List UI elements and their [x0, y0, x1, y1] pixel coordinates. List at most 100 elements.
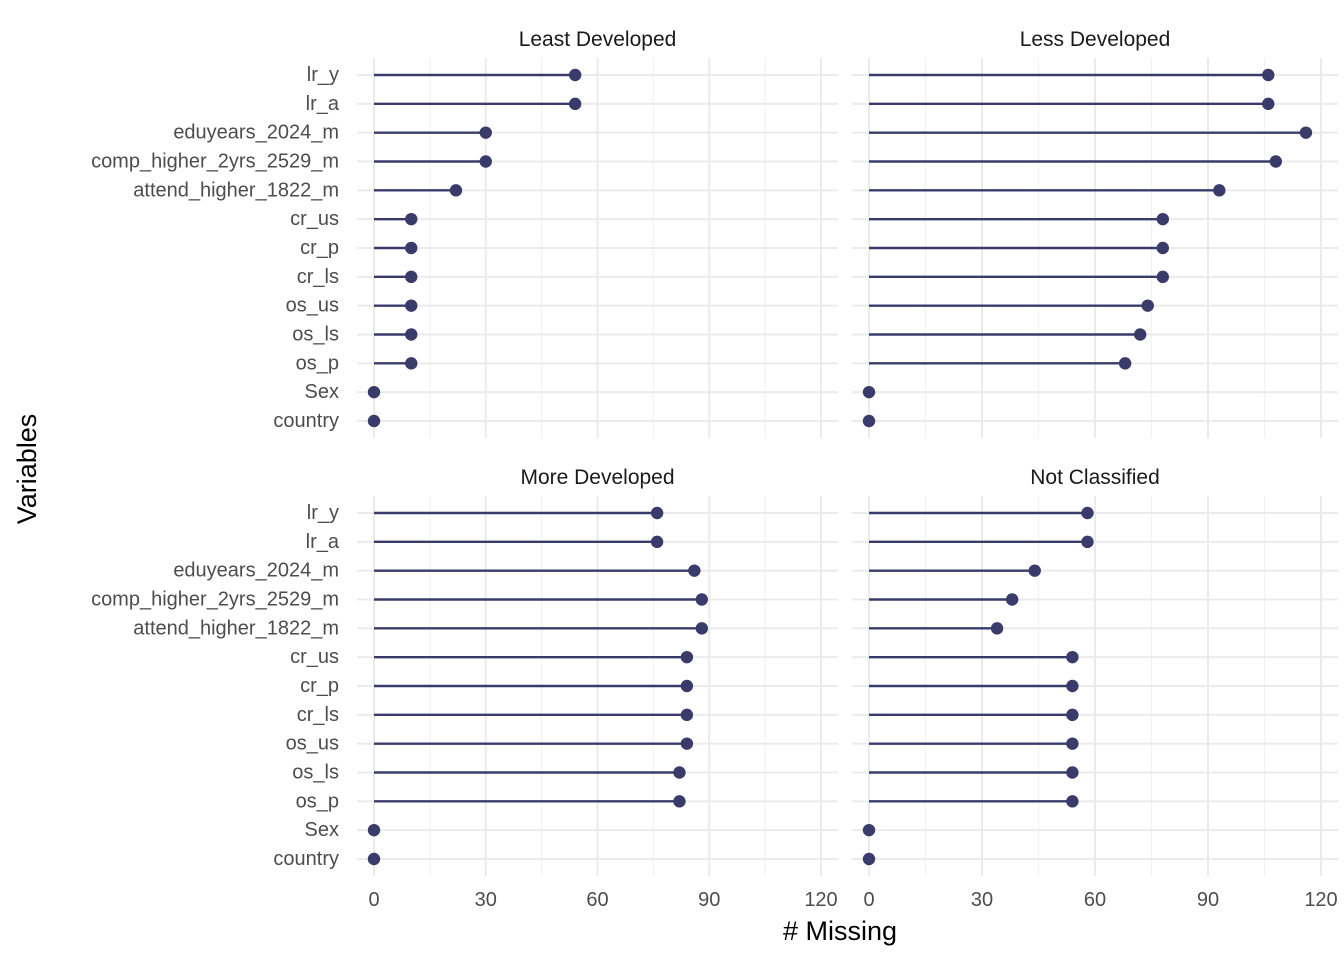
lollipop-point [405, 212, 418, 226]
lollipop-point [1118, 357, 1132, 370]
lollipop-point [405, 357, 418, 370]
lollipop-point [1028, 564, 1041, 577]
facet-not-classified: Not Classified 0 30 60 90 120 [852, 466, 1338, 911]
lollipop-point [862, 852, 876, 866]
y-tick-label: country [273, 410, 339, 432]
lollipop-point [680, 737, 694, 750]
lollipop-point [405, 328, 418, 341]
y-tick-label: attend_higher_1822_m [133, 179, 339, 201]
x-tick-label: 120 [1304, 889, 1337, 911]
lollipop-point [673, 766, 686, 779]
y-tick-label: os_us [286, 295, 339, 317]
lollipop-point [405, 241, 418, 255]
x-tick-label: 90 [1197, 889, 1219, 911]
facet-panels: Least Developedlr_ylr_aeduyears_2024_mco… [91, 28, 1338, 911]
lollipop-point [568, 97, 582, 111]
y-tick-label: os_ls [292, 324, 339, 346]
lollipop-point [862, 823, 876, 837]
lollipop-point [1134, 328, 1147, 341]
lollipop-point [1005, 593, 1019, 606]
lollipop-point [367, 823, 381, 837]
facet-least-developed: Least Developed lr_y lr_a eduyears_2024_mco… [91, 28, 838, 438]
y-tick-label: os_us [286, 733, 339, 755]
lollipop-point [1156, 270, 1170, 284]
y-tick-label: cr_ls [297, 704, 339, 726]
y-tick-label: country [273, 848, 339, 870]
lollipop-point [862, 414, 876, 428]
lollipop-point [1299, 126, 1313, 139]
lollipop-point [1066, 766, 1079, 779]
x-tick-label: 0 [863, 889, 874, 911]
facet-title: Least Developed [519, 28, 677, 51]
x-tick-label: 30 [971, 889, 993, 911]
y-tick-label: Sex [305, 819, 339, 841]
lollipop-point [449, 184, 463, 197]
y-tick-label: eduyears_2024_m [173, 122, 339, 144]
y-tick-label: lr_a [306, 531, 340, 553]
x-tick-label: 60 [1084, 889, 1106, 911]
y-tick-label: attend_higher_1822_m [133, 617, 339, 639]
x-tick-label: 60 [586, 889, 608, 911]
facet-less-developed: Less Developed [852, 28, 1338, 438]
y-tick-label: eduyears_2024_m [173, 560, 339, 582]
y-axis-title: Variables [12, 414, 42, 525]
facet-title: More Developed [520, 466, 674, 489]
lollipop-point [1141, 299, 1154, 312]
x-tick-label: 30 [475, 889, 497, 911]
y-tick-label: lr_y [307, 502, 339, 524]
lollipop-point [695, 622, 708, 635]
y-tick-label: cr_us [290, 646, 339, 668]
facet-title: Not Classified [1030, 466, 1160, 489]
lollipop-point [695, 593, 708, 606]
lollipop-point [1066, 650, 1079, 664]
lollipop-point [479, 126, 492, 139]
facet-more-developed: More Developed lr_y lr_a eduyears_2024_mcom… [91, 466, 838, 911]
lollipop-point [1066, 679, 1079, 693]
lollipop-point [1066, 737, 1079, 750]
lollipop-point [680, 650, 694, 664]
y-tick-label: cr_p [300, 675, 339, 697]
lollipop-point [568, 68, 582, 82]
lollipop-point [680, 708, 694, 722]
lollipop-point [1262, 97, 1275, 111]
lollipop-point [1066, 708, 1079, 722]
lollipop-point [479, 155, 492, 168]
y-tick-label: lr_y [307, 64, 339, 86]
x-tick-label: 120 [804, 889, 837, 911]
y-tick-label: os_p [296, 790, 339, 812]
lollipop-point [405, 270, 418, 284]
lollipop-point [1066, 795, 1079, 808]
lollipop-point [405, 299, 418, 312]
lollipop-point [1081, 506, 1094, 520]
y-tick-label: cr_us [290, 208, 339, 230]
y-tick-label: lr_a [306, 93, 340, 115]
lollipop-point [650, 535, 664, 549]
lollipop-point [688, 564, 701, 577]
lollipop-point [367, 414, 381, 428]
x-tick-label: 0 [368, 889, 379, 911]
lollipop-point [1156, 212, 1170, 226]
lollipop-point [367, 385, 381, 399]
lollipop-point [367, 852, 381, 866]
x-tick-label: 90 [698, 889, 720, 911]
lollipop-point [1213, 184, 1226, 197]
lollipop-point [862, 385, 876, 399]
x-axis-title: # Missing [783, 916, 897, 946]
y-tick-label: comp_higher_2yrs_2529_m [91, 151, 339, 173]
lollipop-point [1156, 241, 1170, 255]
lollipop-point [1269, 155, 1283, 168]
y-tick-label: Sex [305, 381, 339, 403]
lollipop-point [990, 622, 1004, 635]
y-tick-label: cr_p [300, 237, 339, 259]
lollipop-point [673, 795, 686, 808]
facet-title: Less Developed [1020, 28, 1171, 51]
lollipop-point [680, 679, 694, 693]
lollipop-point [1081, 535, 1094, 549]
lollipop-point [650, 506, 664, 520]
y-tick-label: os_ls [292, 762, 339, 784]
y-tick-label: os_p [296, 352, 339, 374]
lollipop-point [1262, 68, 1275, 82]
y-tick-label: cr_ls [297, 266, 339, 288]
y-tick-label: comp_higher_2yrs_2529_m [91, 589, 339, 611]
